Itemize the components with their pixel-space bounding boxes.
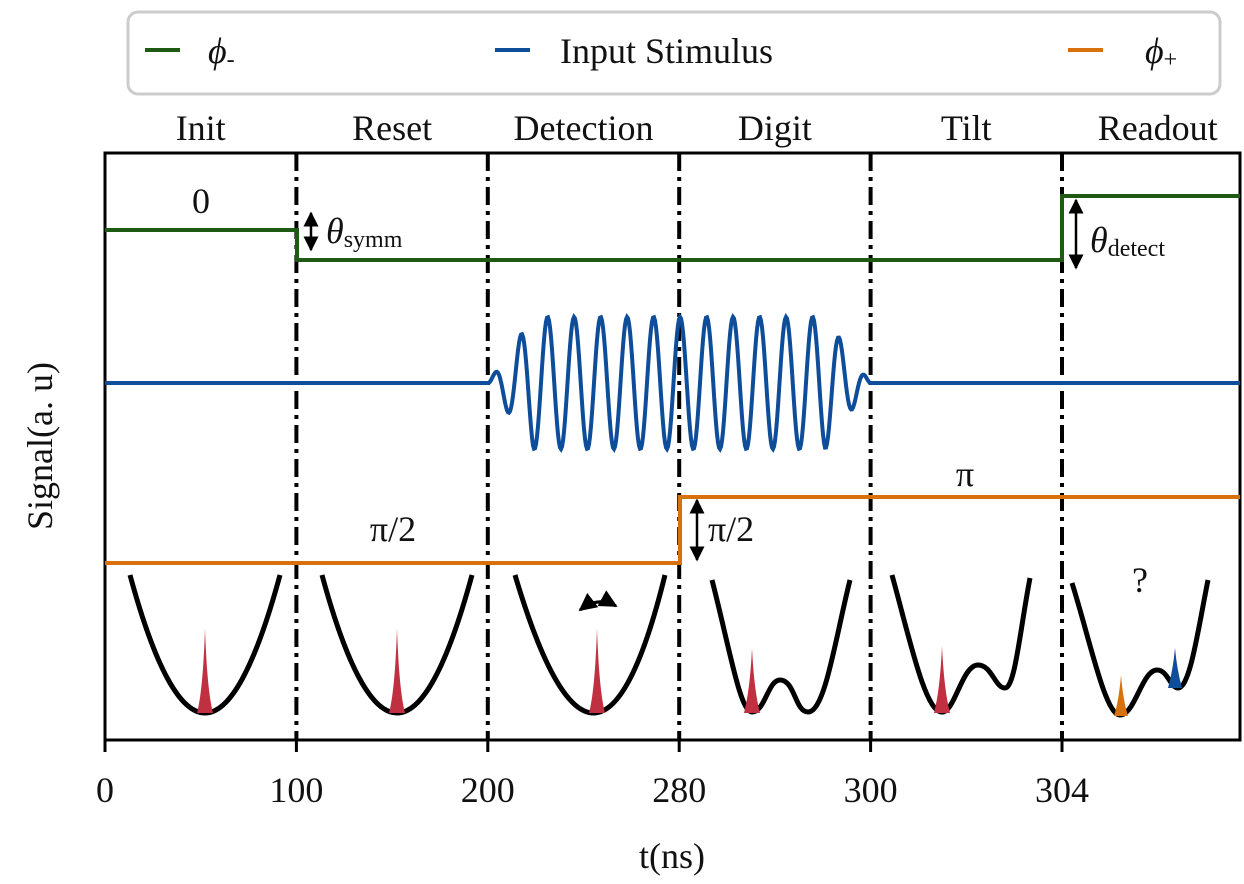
phi-minus-signal — [105, 194, 1240, 262]
potential-wells — [127, 574, 1211, 718]
x-tick-label: 304 — [1035, 770, 1089, 810]
x-tick-label: 200 — [461, 770, 515, 810]
x-axis-label: t(ns) — [639, 836, 705, 876]
annotation: π/2 — [708, 509, 754, 549]
phase-label: Tilt — [941, 108, 992, 148]
legend-label: ϕ+ — [1145, 31, 1177, 73]
plot-frame — [103, 151, 1242, 742]
phase-label: Readout — [1098, 108, 1218, 148]
x-tick-label: 280 — [652, 770, 706, 810]
phi-plus-signal — [105, 495, 1240, 565]
annotation: θsymm — [326, 211, 403, 253]
phase-label: Detection — [514, 108, 654, 148]
legend-label: ϕ- — [208, 31, 235, 73]
phase-label: Digit — [738, 108, 812, 148]
x-tick-label: 100 — [269, 770, 323, 810]
phase-label: Reset — [352, 108, 432, 148]
legend-label: Input Stimulus — [560, 31, 773, 71]
input-stimulus-signal — [105, 312, 1240, 454]
y-axis-label: Signal(a. u) — [20, 362, 60, 530]
legend-box — [126, 10, 1222, 96]
annotation: π/2 — [370, 509, 416, 549]
x-tick-label: 300 — [844, 770, 898, 810]
annotation: ? — [1132, 560, 1148, 600]
annotation: 0 — [192, 181, 210, 221]
annotation: π — [956, 454, 974, 494]
annotation: θdetect — [1090, 220, 1165, 262]
x-tick-label: 0 — [96, 770, 114, 810]
phase-label: Init — [176, 108, 226, 148]
state-peaks — [197, 628, 1182, 716]
